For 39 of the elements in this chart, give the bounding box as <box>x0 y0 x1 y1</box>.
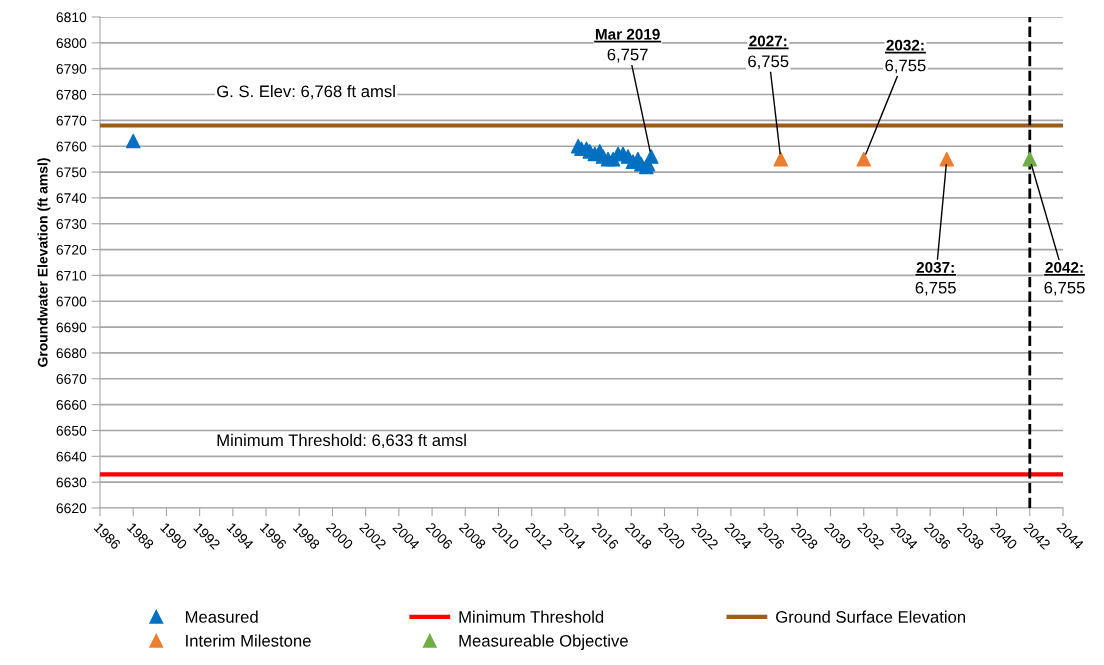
y-tick-label: 6770 <box>56 115 87 126</box>
point <box>773 151 789 167</box>
y-tick-label: 6630 <box>56 477 87 488</box>
legend-label: Ground Surface Elevation <box>776 610 966 623</box>
point <box>856 151 872 167</box>
y-tick-label: 6810 <box>56 12 87 23</box>
legend-label: Measureable Objective <box>459 634 628 650</box>
y-tick-label: 6760 <box>56 141 87 152</box>
y-tick-label: 6620 <box>56 503 87 514</box>
y-tick-label: 6690 <box>56 322 87 333</box>
annotation: 2027: 6,755 <box>748 35 789 70</box>
y-tick-label: 6710 <box>56 270 87 281</box>
y-tick-label: 6790 <box>56 64 87 74</box>
annotation: 2042: 6,755 <box>1044 261 1085 296</box>
y-tick-label: 6750 <box>56 167 87 178</box>
point <box>1022 151 1038 167</box>
point <box>125 133 141 149</box>
y-tick-label: 6700 <box>56 296 87 307</box>
y-tick-label: 6780 <box>56 89 87 100</box>
legend-label: Interim Milestone <box>186 634 311 647</box>
point <box>643 149 659 164</box>
y-tick-label: 6800 <box>56 38 87 49</box>
y-tick-label: 6650 <box>56 425 87 436</box>
legend-label: Minimum Threshold <box>459 610 604 623</box>
y-tick-label: 6740 <box>56 193 87 204</box>
y-tick-label: 6680 <box>56 348 87 359</box>
annotation: Minimum Threshold: 6,633 ft amsl <box>217 433 466 449</box>
annotation: Mar 2019 6,757 <box>595 28 660 63</box>
y-tick-label: 6730 <box>56 219 87 229</box>
annotation: 2037: 6,755 <box>915 261 956 296</box>
legend-label: Measured <box>185 610 258 623</box>
y-tick-label: 6720 <box>56 244 87 255</box>
y-axis-title: Groundwater Elevation (ft amsl) <box>37 158 51 367</box>
annotation: G. S. Elev: 6,768 ft amsl <box>217 85 395 100</box>
y-tick-label: 6660 <box>56 399 87 410</box>
point <box>939 151 955 167</box>
annotation: 2032: 6,755 <box>885 39 926 74</box>
y-tick-label: 6670 <box>56 374 87 384</box>
y-tick-label: 6640 <box>56 451 87 462</box>
